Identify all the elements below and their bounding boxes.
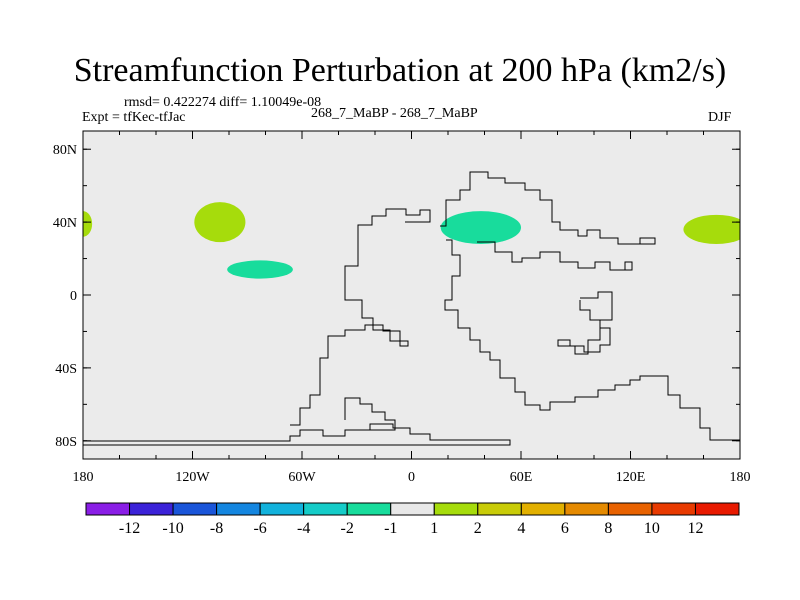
colorbar-label-11: 8 [604, 520, 612, 537]
colorbar-box-10 [520, 502, 566, 516]
colorbar-label-10: 6 [561, 520, 569, 537]
stats-line: rmsd= 0.422274 diff= 1.10049e-08 [124, 95, 322, 110]
y-tick-label-3: 40S [55, 362, 77, 377]
colorbar: -12 -10 -8 -6 -4 -2 -1 1 2 4 6 8 10 12 [85, 502, 740, 537]
x-tick-label-3: 0 [408, 470, 415, 485]
colorbar-label-3: -6 [253, 520, 266, 537]
season-label: DJF [708, 110, 732, 125]
coastlines [83, 171, 740, 446]
colorbar-box-11 [564, 502, 609, 516]
x-tick-label-6: 180 [730, 470, 751, 485]
plot-background [83, 131, 740, 459]
anomaly-blob-1 [194, 202, 246, 243]
colorbar-box-3 [216, 502, 261, 516]
colorbar-box-12 [607, 502, 653, 516]
experiment-label: Expt = tfKec-tfJac [82, 110, 186, 125]
x-tick-label-2: 60W [288, 470, 316, 485]
colorbar-label-5: -2 [341, 520, 354, 537]
anomaly-blob-2 [227, 260, 293, 279]
anomaly-blob-4 [683, 214, 740, 244]
colorbar-box-0 [85, 502, 131, 516]
colorbar-box-1 [129, 502, 174, 516]
anomaly-blobs [83, 202, 740, 279]
colorbar-label-0: -12 [119, 520, 140, 537]
colorbar-box-7 [390, 502, 435, 516]
colorbar-box-5 [303, 502, 348, 516]
colorbar-box-8 [433, 502, 479, 516]
x-tick-label-5: 120E [616, 470, 646, 485]
colorbar-box-4 [259, 502, 305, 516]
colorbar-box-14 [694, 502, 740, 516]
y-tick-label-4: 80S [55, 435, 77, 450]
x-axis: 180 120W 60W 0 60E 120E 180 [73, 131, 751, 485]
colorbar-label-4: -4 [297, 520, 310, 537]
x-tick-label-4: 60E [510, 470, 533, 485]
colorbar-label-12: 10 [644, 520, 660, 537]
colorbar-label-2: -8 [210, 520, 223, 537]
anomaly-blob-3 [440, 211, 521, 244]
x-tick-label-0: 180 [73, 470, 94, 485]
y-tick-label-0: 80N [53, 143, 77, 158]
colorbar-label-13: 12 [687, 520, 703, 537]
colorbar-label-1: -10 [162, 520, 183, 537]
chart-title: Streamfunction Perturbation at 200 hPa (… [73, 52, 727, 89]
anomaly-blob-0 [83, 211, 93, 237]
colorbar-label-8: 2 [474, 520, 482, 537]
colorbar-label-9: 4 [517, 520, 525, 537]
y-axis: 80N 40N 0 40S 80S [53, 143, 740, 450]
colorbar-box-9 [477, 502, 522, 516]
colorbar-box-13 [651, 502, 696, 516]
colorbar-box-2 [172, 502, 218, 516]
colorbar-label-7: 1 [430, 520, 438, 537]
colorbar-box-6 [346, 502, 392, 516]
comparison-label: 268_7_MaBP - 268_7_MaBP [311, 106, 478, 121]
x-tick-label-1: 120W [175, 470, 210, 485]
y-tick-label-2: 0 [70, 289, 77, 304]
colorbar-label-6: -1 [384, 520, 397, 537]
y-tick-label-1: 40N [53, 216, 77, 231]
